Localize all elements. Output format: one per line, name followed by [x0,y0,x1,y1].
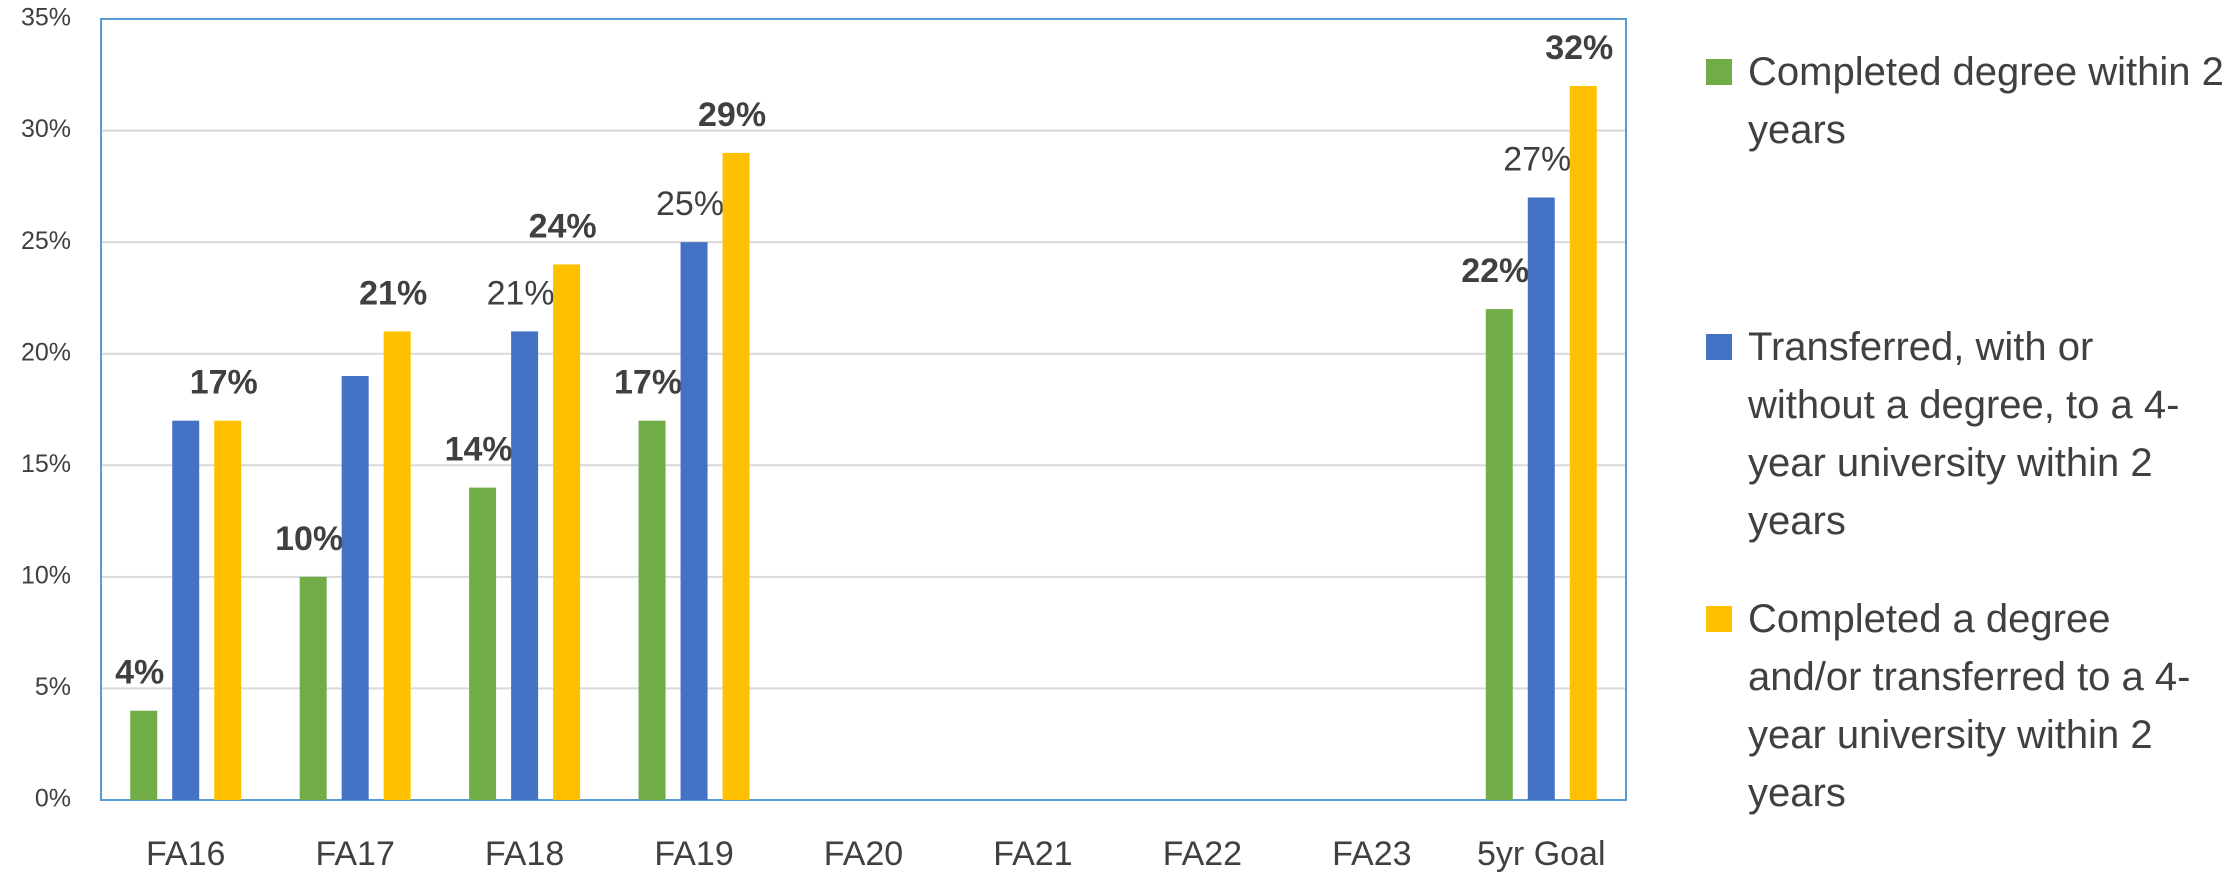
data-label: 17% [614,364,682,402]
data-label: 29% [698,96,766,134]
bar [469,487,497,800]
bar [722,152,750,800]
y-tick-label: 0% [35,785,71,813]
bar [638,420,666,800]
y-tick-label: 25% [21,227,71,255]
x-tick-label: FA21 [993,835,1072,873]
bar [299,576,327,800]
data-label: 25% [656,185,724,223]
data-label: 17% [190,364,258,402]
x-tick-label: FA22 [1163,835,1242,873]
bar [511,331,539,800]
legend-label: Completed degree within 2 years [1748,50,2224,152]
bar [172,420,200,800]
legend-swatch [1706,334,1732,360]
data-label: 24% [529,207,597,245]
x-tick-label: FA16 [146,835,225,873]
legend-label: Transferred, with or without a degree, t… [1748,325,2180,543]
y-tick-label: 20% [21,338,71,366]
bar [1527,197,1555,800]
bar [341,376,369,800]
bar [214,420,242,800]
legend-label: Completed a degree and/or transferred to… [1748,597,2191,815]
y-tick-label: 30% [21,115,71,143]
legend-swatch [1706,59,1732,85]
bar [553,264,581,800]
data-label: 21% [487,274,555,312]
legend-swatch [1706,606,1732,632]
plot-border [100,18,1627,801]
data-label: 22% [1461,252,1529,290]
x-tick-label: FA23 [1332,835,1411,873]
data-label: 14% [445,431,513,469]
x-tick-label: FA20 [824,835,903,873]
x-tick-label: FA19 [654,835,733,873]
bar [1485,309,1513,800]
y-tick-label: 5% [35,673,71,701]
data-label: 32% [1545,29,1613,67]
data-label: 21% [359,274,427,312]
bar [130,710,158,800]
data-label: 27% [1503,140,1571,178]
bar [1569,85,1597,800]
x-tick-label: 5yr Goal [1477,835,1606,873]
bar [383,331,411,800]
y-tick-label: 10% [21,561,71,589]
x-tick-label: FA17 [315,835,394,873]
data-label: 4% [115,654,164,692]
y-tick-label: 15% [21,450,71,478]
chart: 0% 5% 10% 15% 20% 25% 30% 35% FA16 4% 17% FA17 10% 21… [21,4,1627,873]
y-tick-label: 35% [21,4,71,32]
bar [680,242,708,801]
x-tick-label: FA18 [485,835,564,873]
data-label: 10% [275,520,343,558]
